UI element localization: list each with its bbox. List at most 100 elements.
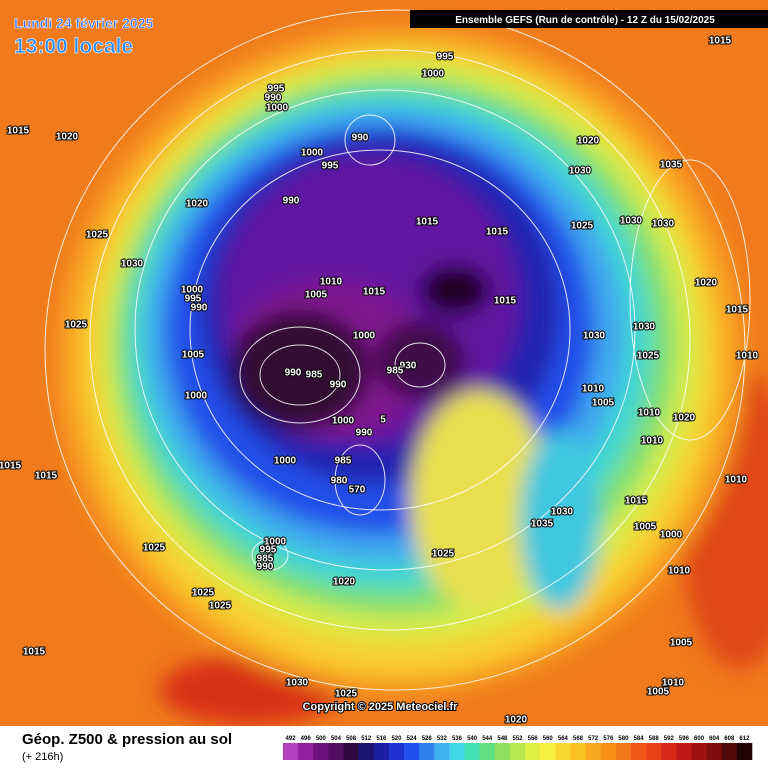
- colorbar: 492 496 500 504 508 512 516 520 524 528 532 536 540 5…: [283, 736, 753, 760]
- colorbar-cell: [313, 743, 329, 760]
- colorbar-label: 556: [528, 736, 539, 742]
- colorbar-label: 540: [467, 736, 478, 742]
- isobar-label: 1030: [620, 216, 643, 227]
- isobar-label: 5: [380, 415, 386, 426]
- isobar-label: 995: [260, 545, 277, 556]
- colorbar-label: 584: [634, 736, 645, 742]
- isobar-label: 1020: [333, 577, 356, 588]
- colorbar-cell: [479, 743, 496, 760]
- colorbar-label: 492: [286, 736, 297, 742]
- colorbar-label: 520: [391, 736, 402, 742]
- colorbar-label: 568: [573, 736, 584, 742]
- isobar-label: 1010: [582, 384, 605, 395]
- colorbar-cell: [691, 743, 707, 760]
- isobar-label: 1015: [494, 296, 517, 307]
- isobar-label: 1015: [486, 227, 509, 238]
- isobar-label: 1030: [569, 166, 592, 177]
- isobar-label: 985: [335, 456, 352, 467]
- isobar-label: 1030: [551, 507, 574, 518]
- colorbar-label: 496: [301, 736, 312, 742]
- colorbar-label: 604: [709, 736, 720, 742]
- colorbar-label: 560: [543, 736, 554, 742]
- isobar-label: 995: [268, 84, 285, 95]
- colorbar-cell: [630, 743, 647, 760]
- isobar-label: 1015: [0, 461, 22, 472]
- isobar-label: 1025: [192, 588, 215, 599]
- isobar-label: 1000: [332, 416, 355, 427]
- colorbar-label: 512: [361, 736, 372, 742]
- isobar-label: 1030: [633, 322, 656, 333]
- isobar-label: 1000: [660, 530, 683, 541]
- colorbar-cell: [555, 743, 571, 760]
- forecast-time: 13:00 locale: [14, 35, 133, 58]
- isobar-label: 985: [257, 554, 274, 565]
- colorbar-cell: [661, 743, 677, 760]
- colorbar-label: 612: [739, 736, 750, 742]
- isobar-label: 1025: [86, 230, 109, 241]
- isobar-label: 1030: [286, 678, 309, 689]
- colorbar-cell: [736, 743, 753, 760]
- colorbar-label: 592: [664, 736, 675, 742]
- run-box: [410, 10, 768, 28]
- isobar-label: 995: [322, 161, 339, 172]
- isobar-label: 1000: [181, 285, 204, 296]
- colorbar-cell: [509, 743, 526, 760]
- colorbar-label: 588: [649, 736, 660, 742]
- isobar-label: 1020: [505, 715, 528, 726]
- isobar-label: 1005: [305, 290, 328, 301]
- colorbar-cell: [494, 743, 511, 760]
- colorbar-cell: [525, 743, 541, 760]
- colorbar-label: 536: [452, 736, 463, 742]
- copyright: Copyright © 2025 Meteociel.fr: [303, 701, 459, 713]
- isobar-label: 990: [283, 196, 300, 207]
- isobar-label: 1000: [422, 69, 445, 80]
- isobar-label: 1020: [577, 136, 600, 147]
- colorbar-cell: [646, 743, 662, 760]
- isobar-label: 1015: [23, 647, 46, 658]
- isobar-label: 1015: [363, 287, 386, 298]
- colorbar-cell: [540, 743, 556, 760]
- isobar-label: 1010: [668, 566, 691, 577]
- colorbar-cell: [373, 743, 390, 760]
- colorbar-cell: [404, 743, 420, 760]
- isobar-label: 1010: [736, 351, 759, 362]
- colorbar-cell: [585, 743, 602, 760]
- colorbar-label: 580: [618, 736, 629, 742]
- colorbar-label: 552: [512, 736, 523, 742]
- isobar-label: 1005: [182, 350, 205, 361]
- isobar-label: 980: [331, 476, 348, 487]
- isobar-label: 990: [265, 93, 282, 104]
- isobar-label: 1025: [209, 601, 232, 612]
- isobar-label: 1025: [571, 221, 594, 232]
- isobar-label: 1015: [726, 305, 749, 316]
- isobar-label: 1010: [725, 475, 748, 486]
- isobar-label: 570: [349, 485, 366, 496]
- isobar-label: 1010: [662, 678, 685, 689]
- isobar-label: 1020: [673, 413, 696, 424]
- isobars: [44, 9, 751, 691]
- colorbar-cell: [464, 743, 480, 760]
- isobar-label: 1015: [625, 496, 648, 507]
- colorbar-cell: [706, 743, 723, 760]
- colorbar-label: 564: [558, 736, 569, 742]
- isobar-label: 1035: [531, 519, 554, 530]
- colorbar-cell: [570, 743, 586, 760]
- isobar-label: 1000: [264, 537, 287, 548]
- isobar-label: 985: [306, 370, 323, 381]
- colorbar-label: 524: [407, 736, 418, 742]
- forecast-date: Lundi 24 février 2025: [14, 15, 154, 31]
- isobar-label: 1025: [65, 320, 88, 331]
- colorbar-label: 532: [437, 736, 448, 742]
- colorbar-cell: [298, 743, 314, 760]
- isobar-label: 1015: [7, 126, 30, 137]
- isobar-label: 1025: [143, 543, 166, 554]
- colorbar-label: 548: [497, 736, 508, 742]
- colorbar-label: 504: [331, 736, 342, 742]
- colorbar-label: 576: [603, 736, 614, 742]
- isobar-label: 1010: [638, 408, 661, 419]
- isobar-label: 990: [330, 380, 347, 391]
- isobar-label: 1005: [592, 398, 615, 409]
- isobar-label: 990: [356, 428, 373, 439]
- colorbar-cell: [676, 743, 692, 760]
